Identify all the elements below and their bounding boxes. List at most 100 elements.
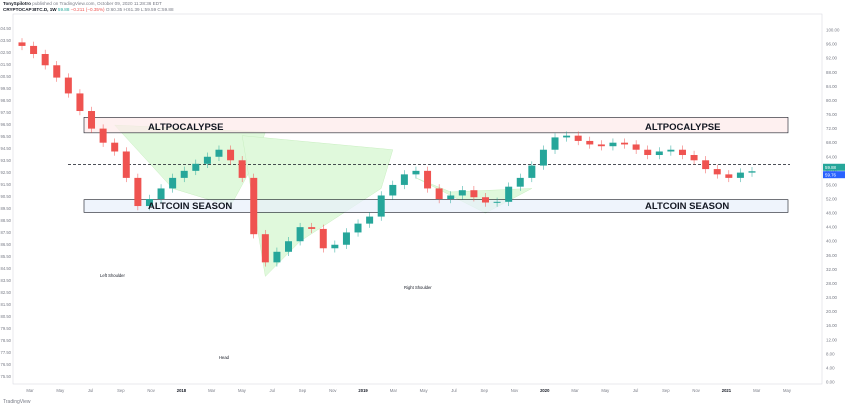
x-axis-tick: Nov [692,388,700,393]
candle-body [308,227,316,229]
x-axis-tick: Mar [208,388,216,393]
candle-body [180,170,188,178]
candle-body [354,223,362,233]
right-axis-tick: 64.00 [826,154,838,159]
candle-body [169,177,177,189]
altcoin-season-zone [83,199,789,213]
left-axis-tick: 85.50 [1,254,12,259]
candle-body [412,170,420,175]
right-axis-tick: 0.00 [826,380,835,385]
left-axis-tick: 89.50 [1,206,12,211]
price-tag-label: 59.88 [825,165,837,170]
left-axis-tick: 83.50 [1,278,12,283]
candle-body [285,241,293,252]
altcoin-season-label-left: ALTCOIN SEASON [148,201,232,212]
tradingview-logo[interactable]: TradingView [3,399,31,405]
candle-body [702,160,710,170]
candle-body [64,77,72,94]
left-axis-tick: 78.50 [1,338,12,343]
candle-body [273,251,281,263]
left-axis-tick: 99.50 [1,86,12,91]
left-axis-tick: 101.50 [0,62,12,67]
candle-body [690,155,698,161]
x-axis-tick: May [601,388,610,393]
right-axis-tick: 76.00 [826,112,838,117]
right-axis-tick: 8.00 [826,351,835,356]
candle-body [53,65,61,78]
candle-body [111,142,119,152]
left-axis-tick: 84.50 [1,266,12,271]
x-axis-tick: Jul [633,388,638,393]
x-axis-tick: 2021 [722,388,732,393]
x-axis-tick: 2018 [177,388,187,393]
price-tag-label: 59.76 [825,172,837,177]
left-axis-tick: 103.50 [0,38,12,43]
candle-body [481,197,489,203]
candles [18,38,756,267]
candle-body [377,195,385,217]
x-axis-tick: May [238,388,247,393]
x-axis-tick: Nov [329,388,337,393]
candle-body [655,151,663,156]
candle-body [713,169,721,175]
candle-body [551,137,559,150]
right-axis-tick: 48.00 [826,211,838,216]
right-axis-tick: 32.00 [826,267,838,272]
right-axis-tick: 88.00 [826,70,838,75]
publish-info: published on TradingView.com, October 09… [32,1,162,6]
candle-body [41,54,49,66]
candle-body [296,227,304,242]
candle-body [331,244,339,249]
left-axis-tick: 100.50 [0,74,12,79]
right-axis-tick: 20.00 [826,309,838,314]
candle-body [238,160,246,178]
left-axis-tick: 81.50 [1,302,12,307]
candle-body [736,172,744,178]
x-axis-tick: Mar [390,388,398,393]
left-shoulder-label: Left Shoulder [100,273,126,278]
left-axis-tick: 88.50 [1,218,12,223]
x-axis-tick: Jul [451,388,456,393]
price-change: −0.211 (−0.35%) [70,7,105,12]
left-axis-tick: 95.50 [1,134,12,139]
candle-body [389,184,397,196]
left-axis-tick: 98.50 [1,98,12,103]
x-axis-tick: Jul [270,388,275,393]
right-axis-tick: 40.00 [826,239,838,244]
candle-body [609,142,617,147]
candle-body [435,188,443,199]
x-axis-tick: 2020 [540,388,550,393]
candle-body [597,144,605,147]
candle-body [227,149,235,161]
candle-body [667,149,675,152]
x-axis-tick: Sep [299,388,307,393]
left-axis-tick: 90.50 [1,194,12,199]
right-axis-tick: 4.00 [826,365,835,370]
x-axis-tick: May [420,388,429,393]
altpocalypse-label-left: ALTPOCALYPSE [148,122,224,133]
head-label: Head [219,355,230,360]
candle-body [30,45,38,55]
candle-body [250,177,258,235]
left-axis-tick: 104.50 [0,26,12,31]
candle-body [505,186,513,202]
candle-body [563,135,571,138]
left-axis-tick: 76.50 [1,362,12,367]
candle-body [319,228,327,249]
right-axis-tick: 92.00 [826,56,838,61]
candle-body [644,149,652,156]
altcoin-season-label-right: ALTCOIN SEASON [645,201,729,212]
candle-body [203,156,211,164]
candle-body [366,216,374,224]
header-author-line: TonySpilotro published on TradingView.co… [3,1,162,6]
right-axis-tick: 44.00 [826,225,838,230]
right-axis-tick: 24.00 [826,295,838,300]
candle-body [447,195,455,199]
right-axis-tick: 80.00 [826,98,838,103]
symbol-label[interactable]: CRYPTOCAP:BTC.D, 1W [3,7,57,12]
left-axis-tick: 97.50 [1,110,12,115]
candle-body [458,190,466,196]
candle-body [88,111,96,129]
header-symbol-line: CRYPTOCAP:BTC.D, 1W 59.88 −0.211 (−0.35%… [3,7,174,12]
